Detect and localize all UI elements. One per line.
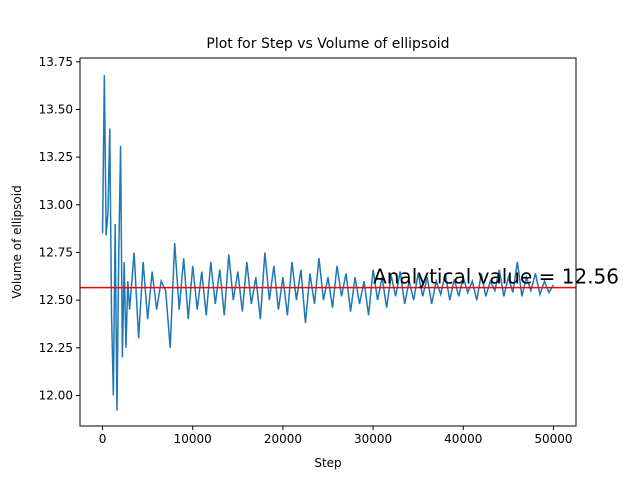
y-tick-label: 12.75 (39, 245, 73, 259)
x-tick-label: 40000 (444, 432, 482, 446)
y-tick-label: 12.00 (39, 388, 73, 402)
x-tick-label: 20000 (264, 432, 302, 446)
annotation: Analytical value = 12.56 (373, 265, 619, 289)
y-tick-label: 12.25 (39, 341, 73, 355)
y-tick-label: 13.25 (39, 150, 73, 164)
chart-title: Plot for Step vs Volume of ellipsoid (206, 36, 449, 52)
plot-frame (79, 57, 577, 427)
x-tick-label: 50000 (534, 432, 572, 446)
y-tick-label: 13.75 (39, 55, 73, 69)
y-axis-label: Volume of ellipsoid (10, 185, 24, 298)
x-tick-label: 30000 (354, 432, 392, 446)
x-axis-label: Step (314, 456, 341, 470)
y-tick-label: 13.00 (39, 198, 73, 212)
x-tick-label: 0 (99, 432, 107, 446)
data-line (101, 75, 555, 411)
y-tick-label: 12.50 (39, 293, 73, 307)
x-tick-label: 10000 (174, 432, 212, 446)
y-tick-label: 13.50 (39, 102, 73, 116)
